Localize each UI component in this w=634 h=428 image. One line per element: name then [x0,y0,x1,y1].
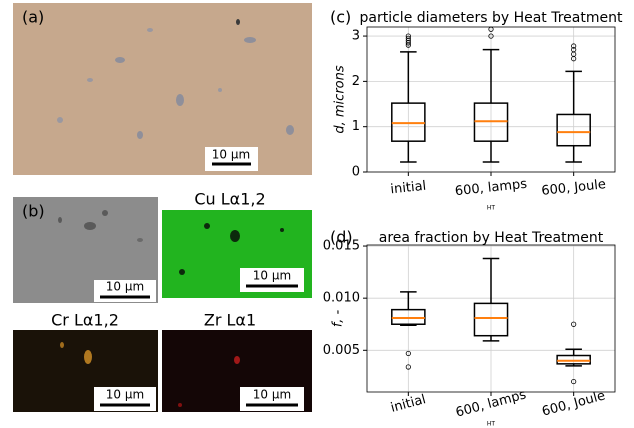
plot-frame [366,244,616,393]
micrograph-cr [13,330,158,412]
micrograph-zr [162,330,312,412]
x-axis-label: HT [487,421,496,428]
y-tick-label: 0.015 [323,239,360,254]
map-title: Cr Lα1,2 [51,311,119,330]
scale-bar-label: 10 μm [106,388,144,402]
x-tick-label: 600, Joule [541,177,607,199]
micrograph-b [13,197,158,303]
chart-title: area fraction by Heat Treatment [379,230,604,246]
box [556,113,591,147]
y-tick-label: 0 [352,165,360,180]
map-title: Cu Lα1,2 [194,190,265,209]
y-tick-label: 1 [352,119,360,134]
flier [405,33,411,39]
y-tick-label: 3 [352,29,360,44]
panel-label: (d) [330,228,353,247]
flier [571,321,577,327]
micrograph-a [13,3,312,175]
flier [571,43,577,49]
flier [405,350,411,357]
y-tick-label: 0.005 [323,343,360,358]
map-title: Zr Lα1 [204,311,256,330]
flier [571,378,577,385]
box [473,302,509,337]
flier [405,364,411,370]
micrograph-cu [162,210,312,298]
y-tick-label: 0.010 [323,291,360,306]
scale-bar-label: 10 μm [253,388,291,402]
x-tick-label: 600, lamps [454,177,528,200]
scale-bar-label: 10 μm [212,148,250,162]
panel-label: (c) [330,8,351,27]
panel-label: (a) [22,8,44,27]
scale-bar-label: 10 μm [106,280,144,294]
flier [571,47,577,53]
flier [405,35,411,41]
x-axis-label: HT [487,205,496,212]
box [556,354,591,365]
y-axis-label: f, - [331,310,346,328]
y-tick-label: 2 [352,74,360,89]
scale-bar-label: 10 μm [253,269,291,283]
y-axis-label: d, microns [333,65,348,133]
chart-title: particle diameters by Heat Treatment [360,10,623,26]
flier [488,26,494,32]
box [391,308,426,325]
flier [488,33,494,39]
panel-label: (b) [22,202,45,221]
x-tick-label: initial [390,179,427,198]
